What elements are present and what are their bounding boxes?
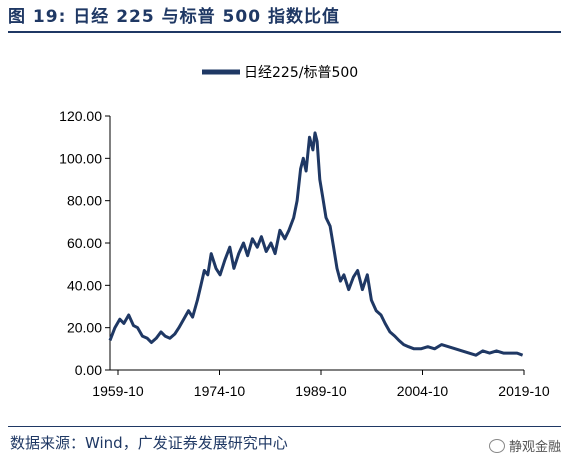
source-note: 数据来源：Wind，广发证券发展研究中心 xyxy=(10,434,288,452)
figure-title: 图 19: 日经 225 与标普 500 指数比值 xyxy=(8,7,340,27)
chart-legend: 日经225/标普500 xyxy=(202,65,358,81)
y-tick-label: 20.00 xyxy=(67,320,102,336)
y-tick-label: 100.00 xyxy=(59,150,102,166)
y-tick-label: 40.00 xyxy=(67,277,102,293)
y-tick-label: 120.00 xyxy=(59,108,102,124)
x-tick-label: 2019-10 xyxy=(498,383,550,399)
watermark-label: 静观金融 xyxy=(508,440,561,455)
series-line xyxy=(108,131,524,357)
watermark: 静观金融 xyxy=(488,436,561,455)
legend-label: 日经225/标普500 xyxy=(244,65,358,81)
x-tick-label: 1974-10 xyxy=(194,383,246,399)
y-tick-label: 60.00 xyxy=(67,235,102,251)
y-tick-label: 0.00 xyxy=(75,362,102,378)
y-tick-label: 80.00 xyxy=(67,193,102,209)
title-rule xyxy=(8,31,561,33)
x-tick-label: 1989-10 xyxy=(295,383,347,399)
wechat-icon xyxy=(488,439,505,453)
x-tick-label: 2004-10 xyxy=(397,383,449,399)
footer-rule xyxy=(8,426,561,427)
chart-axes: 0.00 20.00 40.00 60.00 80.00 100.00 120.00 1959… xyxy=(59,108,550,399)
plot-area xyxy=(108,131,524,357)
x-tick-label: 1959-10 xyxy=(92,383,144,399)
line-chart: 日经225/标普500 0.00 20.00 40.00 60.00 80.00 100.… xyxy=(59,65,550,399)
